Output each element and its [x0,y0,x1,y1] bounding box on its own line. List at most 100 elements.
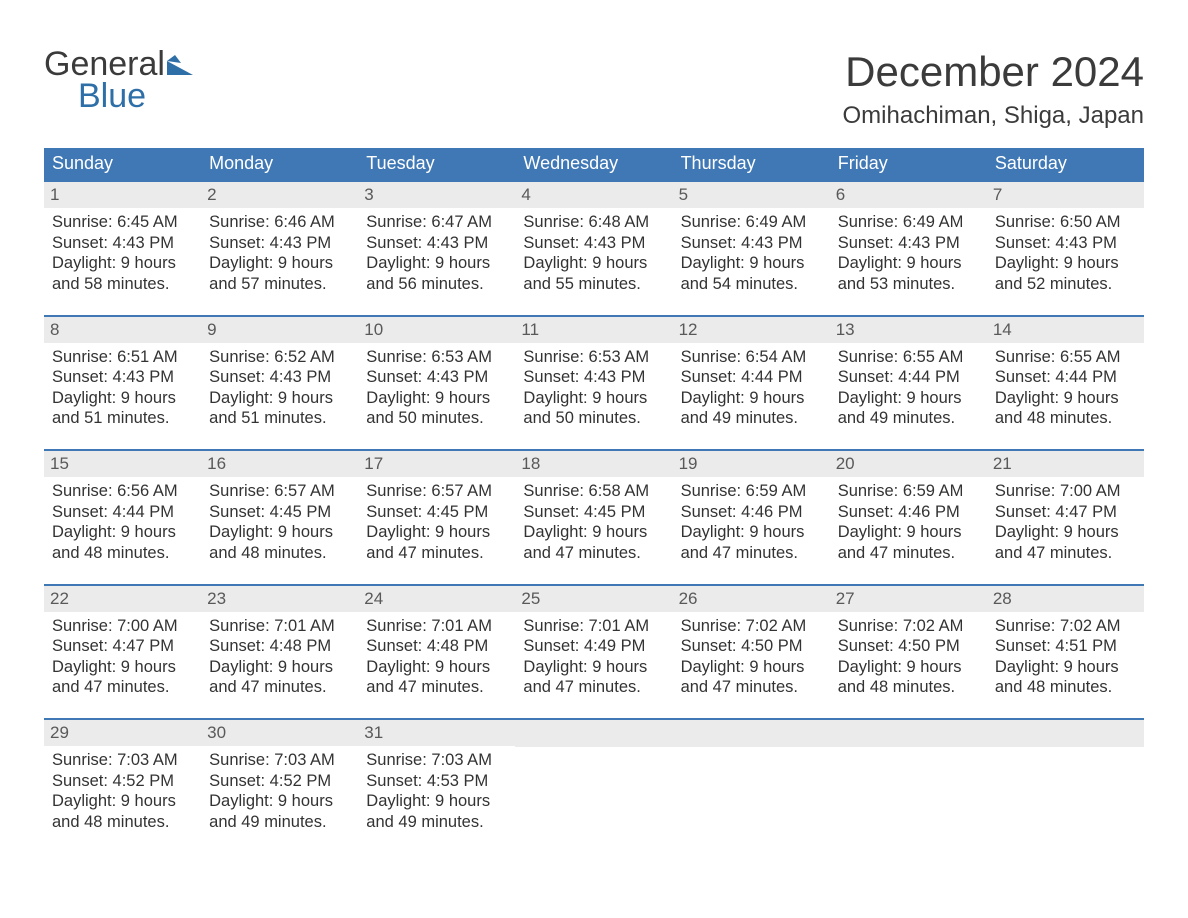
day-number-bar: 13 [830,317,987,343]
day-body: Sunrise: 6:52 AMSunset: 4:43 PMDaylight:… [201,343,358,430]
calendar-day-cell: 7Sunrise: 6:50 AMSunset: 4:43 PMDaylight… [987,181,1144,316]
day-body: Sunrise: 6:59 AMSunset: 4:46 PMDaylight:… [673,477,830,564]
sunset-line: Sunset: 4:44 PM [995,367,1140,388]
calendar-empty-cell [987,719,1144,853]
day-number-bar: 18 [515,451,672,477]
daylight-line-1: Daylight: 9 hours [523,657,668,678]
daylight-line-2: and 49 minutes. [366,812,511,833]
daylight-line-1: Daylight: 9 hours [366,388,511,409]
day-number-bar: 17 [358,451,515,477]
sunset-line: Sunset: 4:47 PM [995,502,1140,523]
day-body: Sunrise: 7:01 AMSunset: 4:48 PMDaylight:… [358,612,515,699]
calendar-day-cell: 5Sunrise: 6:49 AMSunset: 4:43 PMDaylight… [673,181,830,316]
day-number-bar: 5 [673,182,830,208]
daylight-line-1: Daylight: 9 hours [366,791,511,812]
day-number-bar: 4 [515,182,672,208]
calendar-day-cell: 3Sunrise: 6:47 AMSunset: 4:43 PMDaylight… [358,181,515,316]
sunset-line: Sunset: 4:43 PM [523,367,668,388]
daylight-line-1: Daylight: 9 hours [681,657,826,678]
day-body: Sunrise: 6:51 AMSunset: 4:43 PMDaylight:… [44,343,201,430]
sunrise-line: Sunrise: 7:02 AM [681,616,826,637]
day-number-bar: 3 [358,182,515,208]
daylight-line-2: and 47 minutes. [209,677,354,698]
sunrise-line: Sunrise: 6:50 AM [995,212,1140,233]
daylight-line-2: and 48 minutes. [52,812,197,833]
weekday-header: Thursday [673,148,830,181]
daylight-line-2: and 55 minutes. [523,274,668,295]
day-number-bar: 11 [515,317,672,343]
calendar-week-row: 8Sunrise: 6:51 AMSunset: 4:43 PMDaylight… [44,316,1144,451]
daylight-line-2: and 48 minutes. [995,408,1140,429]
daylight-line-1: Daylight: 9 hours [209,657,354,678]
daylight-line-1: Daylight: 9 hours [52,388,197,409]
sunrise-line: Sunrise: 7:00 AM [52,616,197,637]
weekday-header: Sunday [44,148,201,181]
day-body: Sunrise: 6:57 AMSunset: 4:45 PMDaylight:… [201,477,358,564]
daylight-line-1: Daylight: 9 hours [995,657,1140,678]
day-number-bar: 30 [201,720,358,746]
sunset-line: Sunset: 4:43 PM [52,233,197,254]
calendar-day-cell: 31Sunrise: 7:03 AMSunset: 4:53 PMDayligh… [358,719,515,853]
sunset-line: Sunset: 4:49 PM [523,636,668,657]
daylight-line-2: and 52 minutes. [995,274,1140,295]
day-body: Sunrise: 6:53 AMSunset: 4:43 PMDaylight:… [515,343,672,430]
sunrise-line: Sunrise: 6:46 AM [209,212,354,233]
sunset-line: Sunset: 4:44 PM [838,367,983,388]
day-body: Sunrise: 6:55 AMSunset: 4:44 PMDaylight:… [987,343,1144,430]
calendar-week-row: 1Sunrise: 6:45 AMSunset: 4:43 PMDaylight… [44,181,1144,316]
daylight-line-2: and 50 minutes. [523,408,668,429]
sunset-line: Sunset: 4:48 PM [209,636,354,657]
daylight-line-1: Daylight: 9 hours [838,253,983,274]
sunset-line: Sunset: 4:48 PM [366,636,511,657]
daylight-line-2: and 47 minutes. [52,677,197,698]
day-number-bar: 16 [201,451,358,477]
sunset-line: Sunset: 4:50 PM [838,636,983,657]
sunrise-line: Sunrise: 6:56 AM [52,481,197,502]
daylight-line-1: Daylight: 9 hours [995,253,1140,274]
day-body: Sunrise: 7:03 AMSunset: 4:52 PMDaylight:… [44,746,201,833]
sunrise-line: Sunrise: 6:45 AM [52,212,197,233]
title-block: December 2024 Omihachiman, Shiga, Japan [843,48,1145,144]
weekday-header: Friday [830,148,987,181]
calendar-day-cell: 30Sunrise: 7:03 AMSunset: 4:52 PMDayligh… [201,719,358,853]
day-body: Sunrise: 6:55 AMSunset: 4:44 PMDaylight:… [830,343,987,430]
sunset-line: Sunset: 4:52 PM [209,771,354,792]
sunrise-line: Sunrise: 6:54 AM [681,347,826,368]
sunrise-line: Sunrise: 7:03 AM [366,750,511,771]
day-body: Sunrise: 6:48 AMSunset: 4:43 PMDaylight:… [515,208,672,295]
day-number-bar: 24 [358,586,515,612]
sunset-line: Sunset: 4:44 PM [681,367,826,388]
daylight-line-2: and 49 minutes. [681,408,826,429]
calendar-day-cell: 27Sunrise: 7:02 AMSunset: 4:50 PMDayligh… [830,585,987,720]
brand-logo: General Blue [44,48,193,113]
sunrise-line: Sunrise: 7:00 AM [995,481,1140,502]
calendar-day-cell: 15Sunrise: 6:56 AMSunset: 4:44 PMDayligh… [44,450,201,585]
daylight-line-2: and 48 minutes. [995,677,1140,698]
calendar-day-cell: 23Sunrise: 7:01 AMSunset: 4:48 PMDayligh… [201,585,358,720]
calendar-day-cell: 11Sunrise: 6:53 AMSunset: 4:43 PMDayligh… [515,316,672,451]
day-body: Sunrise: 7:02 AMSunset: 4:51 PMDaylight:… [987,612,1144,699]
daylight-line-1: Daylight: 9 hours [523,522,668,543]
brand-logo-word-2: Blue [44,80,193,112]
page-header: General Blue December 2024 Omihachiman, … [44,48,1144,144]
daylight-line-1: Daylight: 9 hours [366,657,511,678]
day-number-bar: 20 [830,451,987,477]
calendar-day-cell: 12Sunrise: 6:54 AMSunset: 4:44 PMDayligh… [673,316,830,451]
weekday-header: Monday [201,148,358,181]
sunrise-line: Sunrise: 7:03 AM [52,750,197,771]
daylight-line-1: Daylight: 9 hours [52,522,197,543]
daylight-line-1: Daylight: 9 hours [681,388,826,409]
sunrise-line: Sunrise: 6:53 AM [523,347,668,368]
daylight-line-2: and 47 minutes. [366,543,511,564]
calendar-day-cell: 4Sunrise: 6:48 AMSunset: 4:43 PMDaylight… [515,181,672,316]
calendar-week-row: 29Sunrise: 7:03 AMSunset: 4:52 PMDayligh… [44,719,1144,853]
day-body: Sunrise: 6:58 AMSunset: 4:45 PMDaylight:… [515,477,672,564]
sunset-line: Sunset: 4:45 PM [209,502,354,523]
day-number-bar: 8 [44,317,201,343]
daylight-line-2: and 58 minutes. [52,274,197,295]
daylight-line-2: and 47 minutes. [523,677,668,698]
sunrise-line: Sunrise: 6:55 AM [995,347,1140,368]
daylight-line-1: Daylight: 9 hours [523,253,668,274]
calendar-empty-cell [673,719,830,853]
sunrise-line: Sunrise: 6:55 AM [838,347,983,368]
